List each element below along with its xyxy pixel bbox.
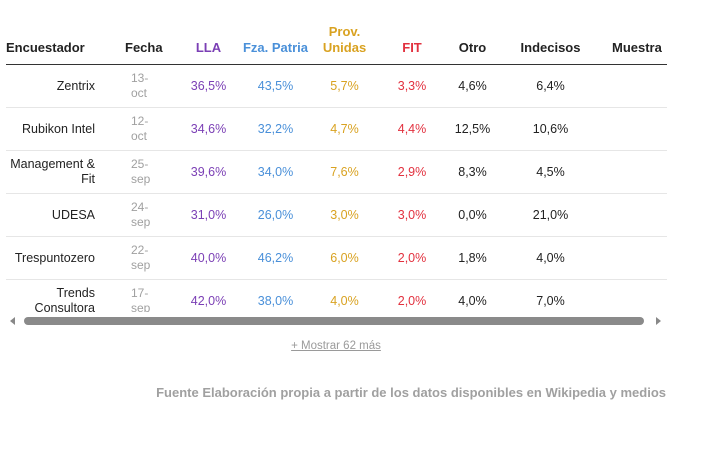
pollster-cell: UDESA — [6, 193, 115, 237]
header-date[interactable]: Fecha — [115, 10, 175, 65]
table-row: Management & Fit 25- sep 39,6% 34,0% 7,6% 2,9… — [6, 150, 667, 194]
pollster-cell: Rubikon Intel — [6, 107, 115, 151]
table-row: Rubikon Intel 12- oct 34,6% 32,2% 4,7% 4,4% 12… — [6, 107, 667, 151]
prov-unidas-cell: 3,0% — [309, 193, 380, 237]
indecisos-cell: 21,0% — [501, 193, 600, 237]
otro-cell: 4,6% — [444, 64, 501, 108]
header-fza-patria[interactable]: Fza. Patria — [242, 10, 309, 65]
otro-cell: 8,3% — [444, 150, 501, 194]
header-lla[interactable]: LLA — [175, 10, 242, 65]
header-otro[interactable]: Otro — [444, 10, 501, 65]
lla-cell: 40,0% — [175, 236, 242, 280]
fit-cell: 2,0% — [380, 279, 444, 312]
sample-cell: 1.003 — [600, 193, 667, 237]
header-prov-unidas[interactable]: Prov. Unidas — [309, 10, 380, 65]
date-text: 22- sep — [131, 243, 151, 272]
indecisos-cell: 10,6% — [501, 107, 600, 151]
prov-unidas-cell: 4,7% — [309, 107, 380, 151]
show-more-link[interactable]: + Mostrar 62 más — [291, 340, 381, 352]
pollster-cell: Management & Fit — [6, 150, 115, 194]
table-row: Zentrix 13- oct 36,5% 43,5% 5,7% 3,3% 4,6% 6,4%… — [6, 64, 667, 108]
prov-unidas-cell: 4,0% — [309, 279, 380, 312]
table-row: Trespuntozero 22- sep 40,0% 46,2% 6,0% 2,0% 1,… — [6, 236, 667, 280]
date-text: 25- sep — [131, 157, 151, 186]
otro-cell: 0,0% — [444, 193, 501, 237]
header-indecisos[interactable]: Indecisos — [501, 10, 600, 65]
sample-cell: 2.500 — [600, 279, 667, 312]
fza-patria-cell: 26,0% — [242, 193, 309, 237]
prov-unidas-cell: 7,6% — [309, 150, 380, 194]
fza-patria-cell: 38,0% — [242, 279, 309, 312]
date-text: 17- sep — [131, 286, 151, 312]
horizontal-scrollbar[interactable] — [6, 316, 667, 328]
sample-cell: 1.235 — [600, 107, 667, 151]
lla-cell: 31,0% — [175, 193, 242, 237]
table-row: Trends Consultora 17- sep 42,0% 38,0% 4,0% 2,… — [6, 279, 667, 312]
header-fit[interactable]: FIT — [380, 10, 444, 65]
fit-cell: 2,9% — [380, 150, 444, 194]
date-text: 12- oct — [131, 114, 149, 143]
scroll-left-arrow-icon[interactable] — [10, 317, 15, 325]
sample-cell: 1.590 — [600, 64, 667, 108]
fza-patria-cell: 34,0% — [242, 150, 309, 194]
prov-unidas-cell: 5,7% — [309, 64, 380, 108]
otro-cell: 12,5% — [444, 107, 501, 151]
otro-cell: 1,8% — [444, 236, 501, 280]
lla-cell: 36,5% — [175, 64, 242, 108]
fit-cell: 3,0% — [380, 193, 444, 237]
indecisos-cell: 4,0% — [501, 236, 600, 280]
lla-cell: 42,0% — [175, 279, 242, 312]
date-cell: 13- oct — [115, 64, 175, 108]
sample-cell: 2.600 — [600, 150, 667, 194]
scroll-right-arrow-icon[interactable] — [656, 317, 661, 325]
indecisos-cell: 4,5% — [501, 150, 600, 194]
date-cell: 24- sep — [115, 193, 175, 237]
header-pollster[interactable]: Encuestador — [6, 10, 115, 65]
pollster-cell: Trespuntozero — [6, 236, 115, 280]
fit-cell: 4,4% — [380, 107, 444, 151]
sample-cell: 1.150 — [600, 236, 667, 280]
date-cell: 12- oct — [115, 107, 175, 151]
polls-table-container: Encuestador Fecha LLA Fza. Patria Prov. … — [6, 10, 667, 312]
fit-cell: 3,3% — [380, 64, 444, 108]
pollster-cell: Trends Consultora — [6, 279, 115, 312]
lla-cell: 39,6% — [175, 150, 242, 194]
otro-cell: 4,0% — [444, 279, 501, 312]
table-header-row: Encuestador Fecha LLA Fza. Patria Prov. … — [6, 10, 667, 65]
polls-table: Encuestador Fecha LLA Fza. Patria Prov. … — [6, 10, 667, 312]
date-cell: 17- sep — [115, 279, 175, 312]
date-cell: 22- sep — [115, 236, 175, 280]
indecisos-cell: 7,0% — [501, 279, 600, 312]
fit-cell: 2,0% — [380, 236, 444, 280]
header-sample[interactable]: Muestra — [600, 10, 667, 65]
fza-patria-cell: 32,2% — [242, 107, 309, 151]
date-cell: 25- sep — [115, 150, 175, 194]
date-text: 24- sep — [131, 200, 151, 229]
source-note: Fuente Elaboración propia a partir de lo… — [156, 385, 666, 400]
indecisos-cell: 6,4% — [501, 64, 600, 108]
scrollbar-thumb[interactable] — [24, 317, 644, 325]
pollster-cell: Zentrix — [6, 64, 115, 108]
fza-patria-cell: 46,2% — [242, 236, 309, 280]
fza-patria-cell: 43,5% — [242, 64, 309, 108]
prov-unidas-cell: 6,0% — [309, 236, 380, 280]
lla-cell: 34,6% — [175, 107, 242, 151]
date-text: 13- oct — [131, 71, 149, 100]
